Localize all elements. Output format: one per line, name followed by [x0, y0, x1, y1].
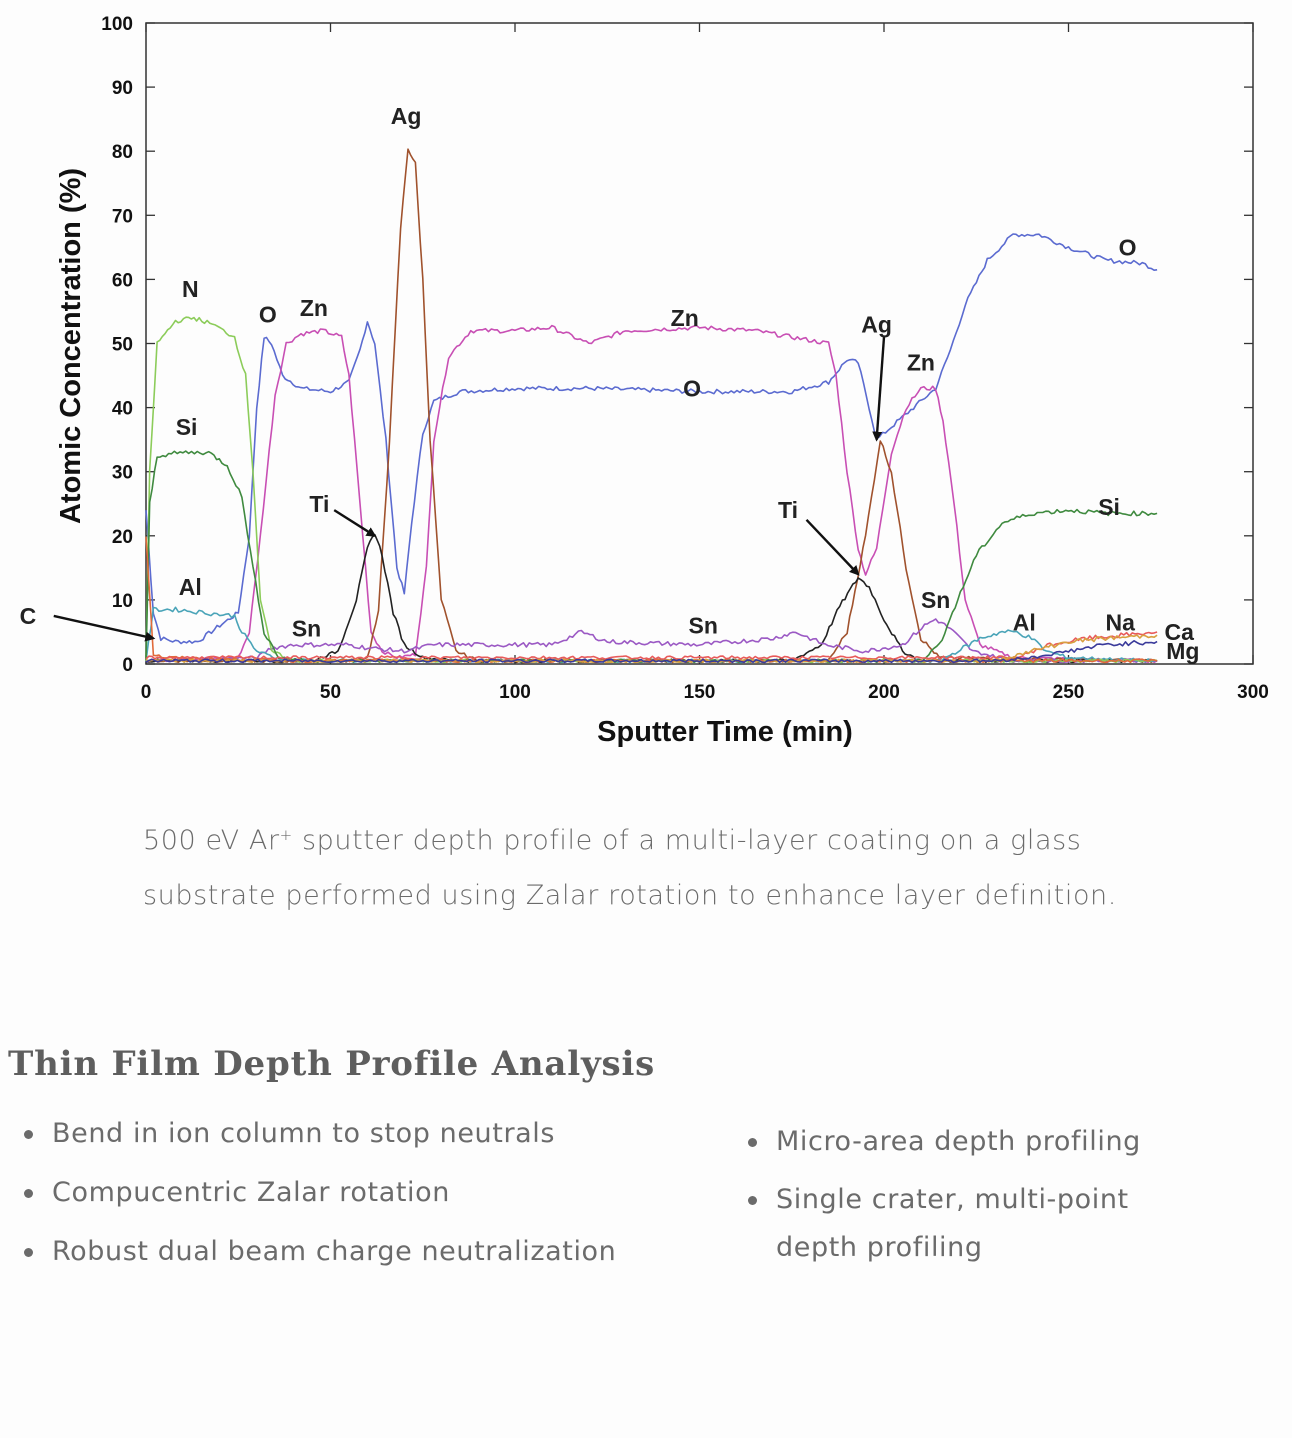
y-tick-label: 80	[112, 142, 133, 163]
series-label: Al	[179, 574, 202, 600]
list-item-text: Compucentric Zalar rotation	[52, 1177, 450, 1208]
figure-caption: 500 eV Ar+ sputter depth profile of a mu…	[143, 808, 1203, 923]
series-label: C	[20, 603, 37, 629]
caption-line-2: substrate performed using Zalar rotation…	[143, 880, 1117, 911]
bullet-icon	[24, 1189, 33, 1198]
y-tick-label: 70	[112, 206, 133, 227]
series-label: Al	[1013, 609, 1036, 635]
y-tick-label: 20	[112, 527, 133, 548]
series-label: Zn	[300, 295, 328, 321]
caption-line-1: 500 eV Ar+ sputter depth profile of a mu…	[143, 808, 1203, 868]
y-tick-label: 30	[112, 463, 133, 484]
x-tick-label: 100	[499, 682, 531, 703]
series-label: Ca	[1164, 619, 1194, 645]
series-label: O	[1119, 234, 1137, 260]
list-item: Micro-area depth profiling	[748, 1118, 1218, 1166]
y-tick-label: 60	[112, 270, 133, 291]
list-item-text: Micro-area depth profiling	[776, 1126, 1141, 1157]
series-label: Ag	[861, 311, 892, 337]
series-label: Na	[1105, 609, 1135, 635]
list-item-text: Robust dual beam charge neutralization	[52, 1236, 617, 1267]
series-label: Ti	[778, 497, 798, 523]
bullet-icon	[748, 1138, 757, 1147]
x-tick-label: 150	[684, 682, 716, 703]
x-axis-title: Sputter Time (min)	[597, 716, 853, 748]
series-label: Si	[176, 414, 198, 440]
list-item: Robust dual beam charge neutralization	[24, 1228, 616, 1276]
y-axis-title: Atomic Concentration (%)	[55, 168, 87, 524]
series-label: O	[683, 375, 701, 401]
series-layer	[145, 148, 1158, 664]
series-line	[145, 148, 1158, 664]
caption-superscript: +	[279, 826, 293, 844]
y-tick-label: 50	[112, 335, 133, 356]
series-line	[145, 533, 1158, 664]
bullet-icon	[24, 1130, 33, 1139]
y-tick-label: 90	[112, 78, 133, 99]
list-item: Single crater, multi-point depth profilin…	[748, 1176, 1218, 1272]
list-item: Bend in ion column to stop neutrals	[24, 1110, 616, 1158]
series-label: O	[259, 302, 277, 328]
x-tick-label: 200	[868, 682, 900, 703]
y-tick-label: 10	[112, 591, 133, 612]
caption-text: 500 eV Ar	[143, 825, 280, 856]
series-label: Si	[1098, 494, 1120, 520]
annotation-arrow	[333, 509, 377, 537]
annotation-arrow	[872, 337, 886, 442]
list-item-text: Single crater, multi-point	[776, 1184, 1129, 1215]
series-label: Zn	[907, 350, 935, 376]
y-tick-label: 0	[122, 655, 133, 676]
x-tick-label: 250	[1053, 682, 1085, 703]
annotation-arrow	[53, 614, 156, 642]
y-tick-label: 40	[112, 399, 133, 420]
depth-profile-chart: 0 50 100 150 200 250 300 0 10 20 30 40 50 60 70 80 90 100…	[20, 14, 1269, 748]
series-line	[145, 316, 1158, 664]
series-label: Sn	[292, 616, 321, 642]
series-line	[145, 618, 1158, 664]
series-line	[145, 536, 1158, 664]
bullet-icon	[24, 1248, 33, 1257]
axis-ticks: 0 50 100 150 200 250 300 0 10 20 30 40 50 60 70 80 90 100	[101, 14, 1269, 703]
x-tick-label: 0	[141, 682, 152, 703]
series-label: Sn	[688, 613, 717, 639]
bullet-icon	[748, 1196, 757, 1205]
x-tick-label: 300	[1237, 682, 1269, 703]
series-label: Mg	[1166, 638, 1199, 664]
series-line	[145, 324, 1158, 664]
section-title: Thin Film Depth Profile Analysis	[8, 1044, 656, 1084]
plot-frame	[145, 22, 1254, 665]
series-label: Ti	[309, 491, 329, 517]
series-label: Sn	[921, 587, 950, 613]
list-item-text: Bend in ion column to stop neutrals	[52, 1118, 556, 1149]
x-tick-label: 50	[320, 682, 341, 703]
list-item: Compucentric Zalar rotation	[24, 1169, 616, 1217]
series-line	[145, 631, 1158, 661]
list-item-text: depth profiling	[776, 1232, 983, 1263]
series-line	[145, 639, 1158, 664]
feature-list-right: Micro-area depth profiling Single crater…	[748, 1118, 1218, 1282]
caption-text: sputter depth profile of a multi-layer c…	[292, 825, 1082, 856]
series-label: Ag	[391, 103, 422, 129]
y-tick-label: 100	[101, 14, 133, 35]
chart-svg: 0 50 100 150 200 250 300 0 10 20 30 40 50 60 70 80 90 100…	[20, 14, 1269, 748]
series-line	[145, 233, 1158, 645]
annotation-arrow	[805, 518, 860, 576]
series-label: N	[182, 276, 199, 302]
feature-list-left: Bend in ion column to stop neutrals Comp…	[24, 1110, 616, 1287]
series-label: Zn	[671, 305, 699, 331]
